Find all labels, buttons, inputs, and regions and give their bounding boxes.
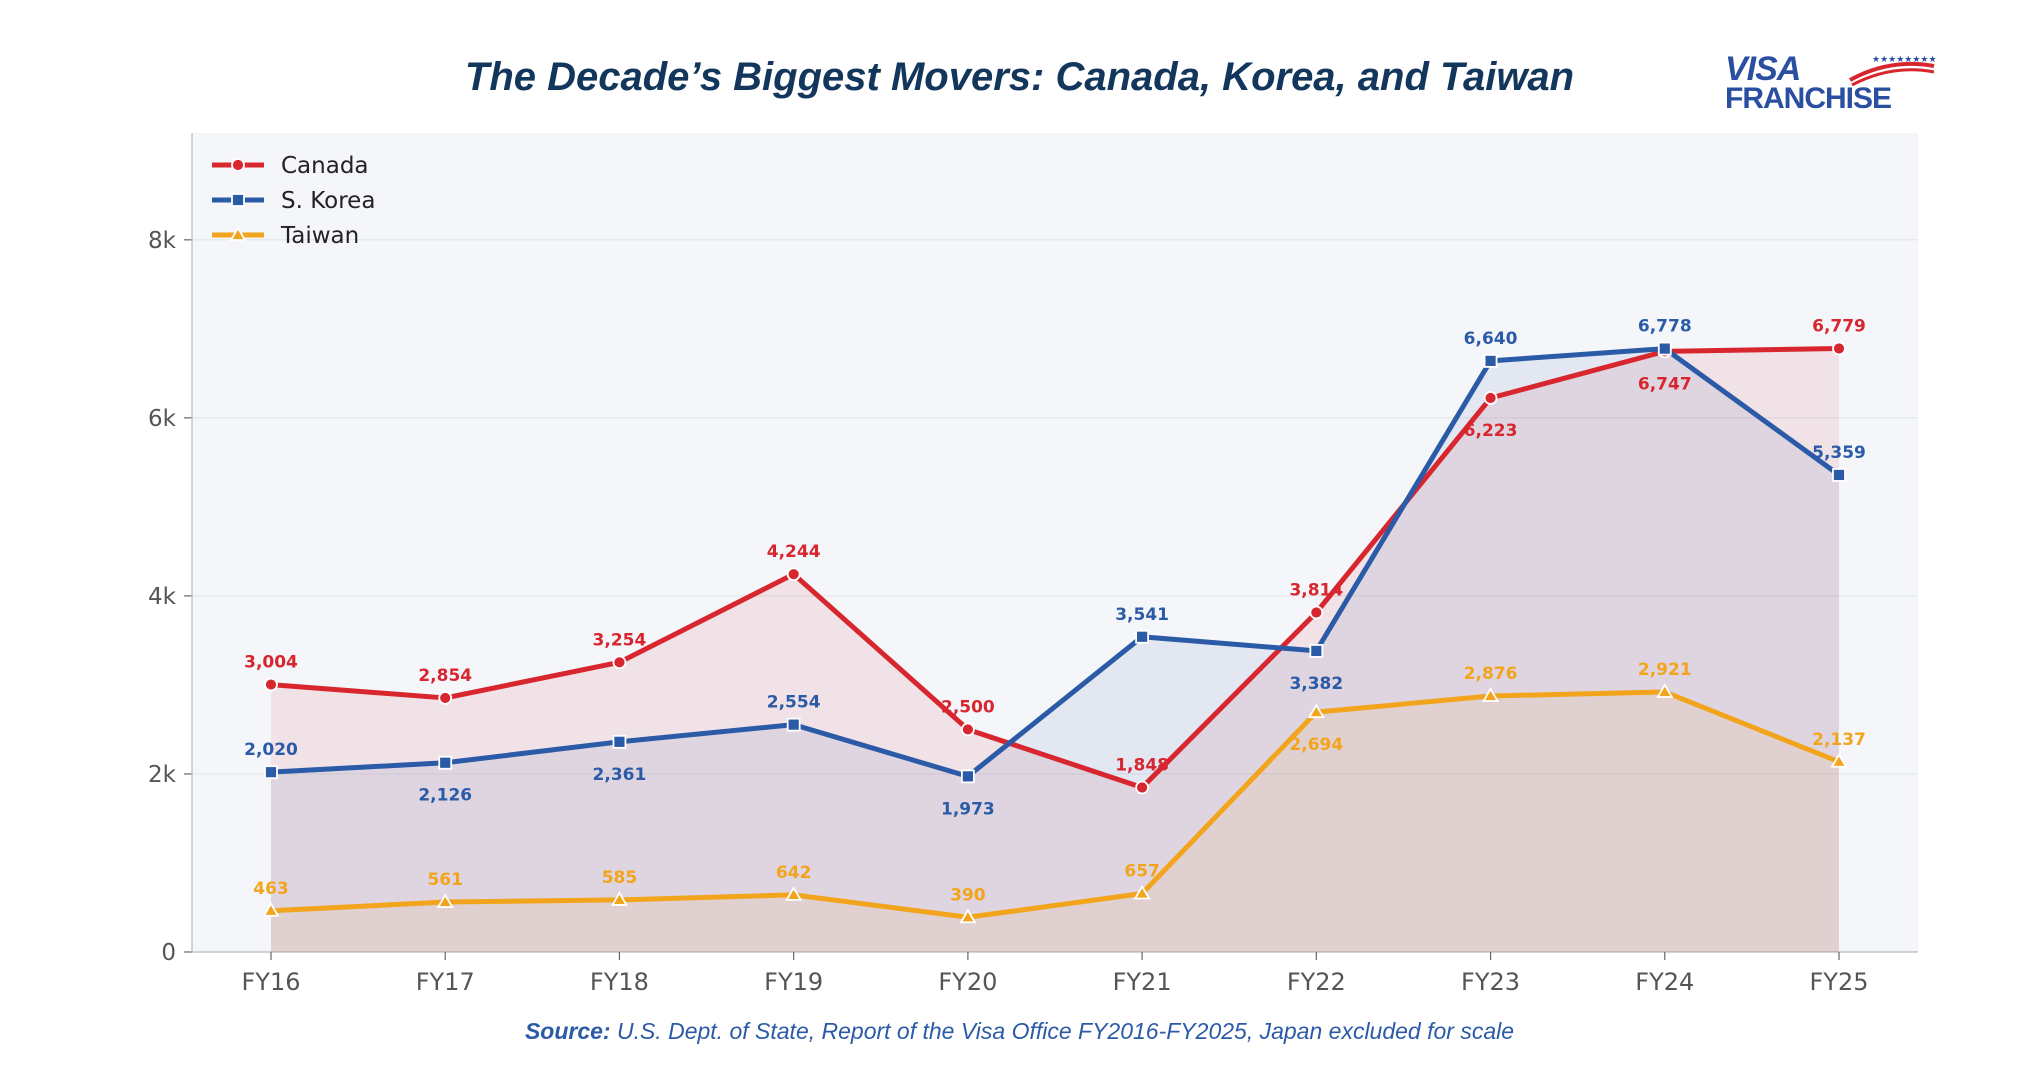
legend-label-s-korea: S. Korea <box>281 188 375 214</box>
data-point-s-korea <box>612 734 627 749</box>
data-point-s-korea <box>438 755 453 770</box>
data-label-taiwan: 2,876 <box>1464 664 1518 684</box>
data-label-canada: 3,814 <box>1289 580 1343 600</box>
data-label-taiwan: 657 <box>1124 862 1160 882</box>
data-point-taiwan <box>785 886 803 901</box>
source-label: Source: <box>524 1018 611 1044</box>
data-point-canada <box>1309 605 1324 620</box>
data-label-taiwan: 463 <box>253 879 289 899</box>
y-tick-label: 4k <box>148 584 177 610</box>
x-tick-label: FY24 <box>1635 968 1694 996</box>
source-text: U.S. Dept. of State, Report of the Visa … <box>616 1018 1515 1044</box>
data-label-canada: 1,848 <box>1115 755 1169 775</box>
data-label-canada: 3,254 <box>593 630 647 650</box>
data-label-taiwan: 2,694 <box>1289 735 1343 755</box>
data-label-canada: 2,854 <box>418 666 472 686</box>
y-tick-label: 6k <box>148 406 177 432</box>
data-point-s-korea <box>1832 468 1846 482</box>
legend-label-canada: Canada <box>281 153 369 179</box>
logo-flag-icon: ★★★★★★★★ <box>1849 55 1937 86</box>
x-tick-label: FY25 <box>1809 968 1868 996</box>
series-area-s-korea <box>271 348 1839 952</box>
data-point-s-korea <box>1309 644 1324 658</box>
data-point-canada <box>1832 341 1846 356</box>
x-tick-label: FY19 <box>764 968 823 996</box>
x-tick-label: FY17 <box>416 968 475 996</box>
svg-text:★★★★★★★★: ★★★★★★★★ <box>1872 55 1937 65</box>
data-point-taiwan <box>1656 683 1674 698</box>
series-area-taiwan <box>271 691 1839 952</box>
data-label-s-korea: 3,541 <box>1115 605 1169 625</box>
data-point-taiwan <box>436 893 454 908</box>
data-label-canada: 6,223 <box>1464 421 1518 441</box>
data-point-s-korea <box>1657 341 1672 356</box>
data-label-taiwan: 2,921 <box>1638 660 1692 680</box>
data-point-taiwan <box>610 891 629 906</box>
series-area-canada <box>271 348 1839 953</box>
series-line-canada <box>268 346 1842 790</box>
plot-background <box>192 133 1918 952</box>
visa-franchise-logo: VISA ★★★★★★★★ FRANCHISE <box>1725 50 1937 122</box>
data-label-s-korea: 6,778 <box>1638 317 1692 337</box>
data-label-canada: 3,004 <box>244 653 298 673</box>
data-point-taiwan <box>1307 703 1325 719</box>
logo-line-1: VISA <box>1725 50 1801 88</box>
y-tick-label: 2k <box>148 762 177 788</box>
data-label-canada: 4,244 <box>767 542 821 562</box>
x-tick-label: FY21 <box>1113 968 1172 996</box>
series-line-taiwan <box>268 689 1842 920</box>
data-label-s-korea: 2,554 <box>767 693 821 713</box>
legend-marker-canada <box>231 158 245 172</box>
data-label-canada: 6,779 <box>1812 317 1866 337</box>
data-point-canada <box>960 722 975 737</box>
data-point-taiwan <box>959 908 977 924</box>
data-point-s-korea <box>786 717 801 732</box>
x-tick-label: FY20 <box>938 968 997 996</box>
data-label-s-korea: 2,020 <box>244 740 298 760</box>
data-label-s-korea: 2,361 <box>593 765 647 785</box>
data-point-canada <box>612 655 627 670</box>
x-tick-label: FY18 <box>590 968 649 996</box>
data-label-canada: 6,747 <box>1638 374 1692 394</box>
x-tick-label: FY16 <box>241 968 300 996</box>
data-point-taiwan <box>1133 884 1151 900</box>
data-point-taiwan <box>1481 687 1500 702</box>
data-label-taiwan: 585 <box>602 868 638 888</box>
data-label-taiwan: 642 <box>776 863 812 883</box>
data-label-s-korea: 1,973 <box>941 799 995 819</box>
data-point-canada <box>1483 391 1498 405</box>
data-point-s-korea <box>1135 629 1150 644</box>
legend-label-taiwan: Taiwan <box>280 223 359 249</box>
data-label-s-korea: 5,359 <box>1812 443 1866 463</box>
data-label-s-korea: 3,382 <box>1289 674 1343 694</box>
data-point-s-korea <box>264 765 278 780</box>
legend-marker-taiwan <box>229 226 247 241</box>
data-label-s-korea: 6,640 <box>1464 329 1518 349</box>
data-label-canada: 2,500 <box>941 697 995 717</box>
data-point-taiwan <box>262 901 280 917</box>
y-tick-label: 0 <box>161 940 176 966</box>
legend-marker-s-korea <box>231 193 245 207</box>
series-line-s-korea <box>268 346 1842 779</box>
data-label-s-korea: 2,126 <box>418 786 472 806</box>
chart-title: The Decade’s Biggest Movers: Canada, Kor… <box>464 55 1575 99</box>
data-point-taiwan <box>1830 752 1848 768</box>
y-tick-label: 8k <box>148 228 177 254</box>
data-point-s-korea <box>960 769 975 784</box>
data-point-canada <box>1135 780 1150 795</box>
x-tick-label: FY23 <box>1461 968 1520 996</box>
data-point-canada <box>438 691 453 705</box>
data-point-canada <box>786 567 801 582</box>
logo-line-2: FRANCHISE <box>1725 82 1892 115</box>
x-tick-label: FY22 <box>1287 968 1346 996</box>
data-point-s-korea <box>1483 353 1498 368</box>
data-point-canada <box>264 677 278 692</box>
data-label-taiwan: 2,137 <box>1812 730 1866 750</box>
data-label-taiwan: 390 <box>950 885 986 905</box>
source-note: Source: U.S. Dept. of State, Report of t… <box>0 1018 2039 1045</box>
data-label-taiwan: 561 <box>427 870 463 890</box>
